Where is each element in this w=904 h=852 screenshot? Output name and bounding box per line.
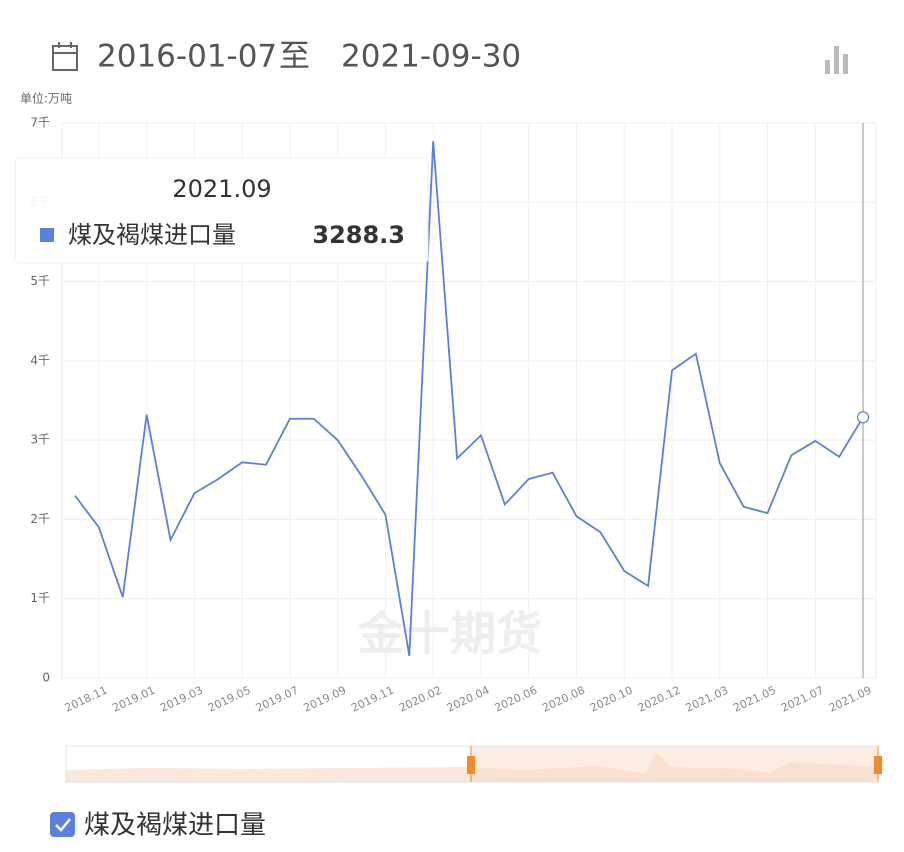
- x-tick-label: 2019.11: [349, 684, 396, 715]
- start-date: 2016-01-07: [97, 39, 277, 75]
- x-tick-label: 2021.05: [731, 684, 778, 715]
- y-tick-label: 4千: [30, 353, 50, 367]
- hover-point: [856, 411, 870, 424]
- y-tick-label: 1千: [30, 591, 50, 605]
- tooltip-category: 2021.09: [172, 175, 271, 203]
- legend-item[interactable]: 煤及褐煤进口量: [50, 811, 266, 841]
- tooltip-swatch: [40, 228, 54, 242]
- y-tick-label: 7千: [30, 116, 50, 130]
- y-tick-label: 3千: [30, 433, 50, 447]
- x-tick-label: 2019.01: [110, 684, 157, 715]
- x-tick-label: 2020.04: [445, 684, 492, 715]
- x-tick-label: 2021.03: [684, 684, 731, 715]
- chart-type-button[interactable]: [825, 46, 848, 74]
- x-tick-label: 2020.08: [540, 684, 587, 715]
- x-tick-label: 2019.03: [158, 684, 205, 715]
- series-line: [74, 141, 864, 656]
- y-tick-label: 0: [42, 671, 50, 685]
- tooltip-series: 煤及褐煤进口量: [68, 221, 236, 249]
- x-tick-label: 2019.05: [206, 684, 253, 715]
- x-tick-label: 2021.09: [827, 684, 874, 715]
- x-tick-label: 2019.09: [301, 684, 348, 715]
- x-tick-label: 2018.11: [63, 684, 110, 715]
- calendar-icon: [52, 42, 78, 71]
- x-tick-label: 2020.02: [397, 684, 444, 715]
- end-date: 2021-09-30: [341, 39, 521, 75]
- tooltip: 2021.09 煤及褐煤进口量 3288.3: [14, 157, 429, 264]
- unit-label: 单位:万吨: [20, 91, 72, 106]
- legend-label: 煤及褐煤进口量: [84, 811, 266, 841]
- watermark: 金十期货: [357, 607, 542, 661]
- y-tick-label: 2千: [30, 512, 50, 526]
- x-tick-label: 2020.10: [588, 684, 635, 715]
- data-zoom[interactable]: [65, 745, 882, 783]
- x-tick-label: 2020.06: [493, 684, 540, 715]
- tooltip-value: 3288.3: [312, 221, 405, 249]
- x-tick-label: 2019.07: [254, 684, 301, 715]
- x-tick-label: 2020.12: [636, 684, 683, 715]
- y-tick-label: 5千: [30, 274, 50, 288]
- x-tick-label: 2021.07: [779, 684, 826, 715]
- date-sep: 至: [279, 39, 310, 75]
